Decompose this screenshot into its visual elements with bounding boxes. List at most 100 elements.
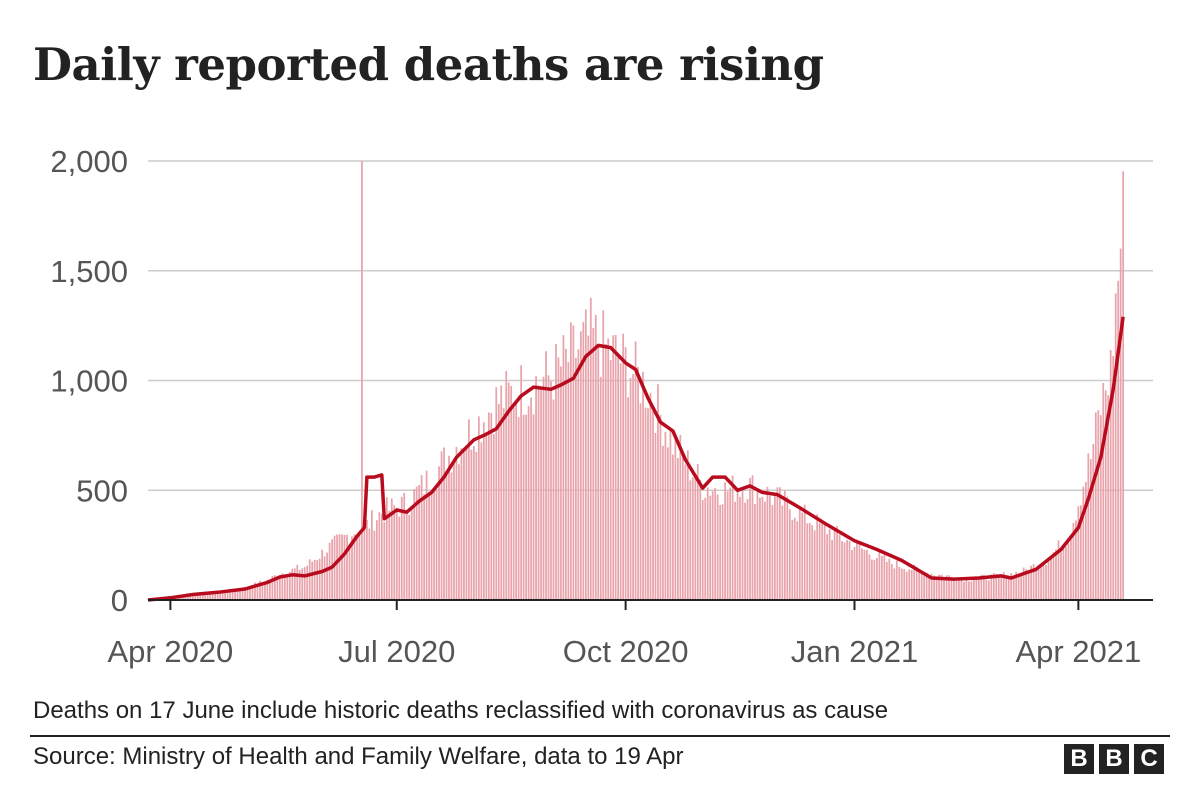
chart-title: Daily reported deaths are rising [33, 38, 824, 91]
bar [276, 577, 279, 600]
bar [358, 531, 361, 600]
bar [1099, 415, 1102, 600]
bar [353, 534, 356, 600]
bar [796, 521, 799, 600]
bar [1065, 546, 1067, 600]
bar [918, 569, 921, 600]
bar [955, 580, 958, 600]
bar [977, 576, 980, 600]
bar [592, 327, 595, 600]
bar [808, 522, 811, 600]
bar [273, 575, 276, 600]
bar [480, 442, 483, 600]
bar [997, 574, 1000, 600]
bar [390, 498, 393, 600]
bar [271, 575, 274, 600]
x-tick-label: Jan 2021 [791, 634, 919, 669]
footnote: Deaths on 17 June include historic death… [33, 697, 889, 724]
bar [788, 509, 791, 600]
bar [201, 592, 204, 600]
bar [505, 371, 508, 600]
bar [577, 349, 580, 600]
bar [619, 363, 622, 600]
bar [908, 569, 911, 600]
bar [1079, 505, 1082, 600]
bar [973, 579, 975, 600]
bar [1032, 564, 1035, 600]
bar [204, 592, 207, 600]
bar [487, 412, 490, 600]
bar [1012, 576, 1015, 600]
bar [468, 419, 470, 600]
bar [853, 546, 856, 600]
bar [321, 549, 324, 600]
bar [259, 580, 261, 600]
bar [1022, 567, 1025, 600]
bar [873, 559, 876, 600]
bar [418, 484, 421, 600]
bar [806, 523, 809, 600]
bar [861, 548, 863, 600]
bar [883, 555, 886, 600]
bar [575, 357, 577, 600]
bar [691, 477, 694, 600]
y-tick-label: 2,000 [50, 144, 128, 179]
bar [582, 322, 585, 600]
bar [298, 570, 301, 600]
bar [1119, 248, 1122, 600]
bar [584, 309, 587, 600]
bar [1077, 506, 1080, 600]
source-text: Source: Ministry of Health and Family We… [33, 743, 684, 770]
bar [987, 580, 990, 600]
bar [1075, 520, 1077, 600]
bar [458, 464, 460, 600]
bar [868, 554, 871, 600]
bar [482, 422, 485, 600]
bar [836, 526, 838, 600]
bar [1102, 382, 1105, 600]
bar [960, 578, 963, 600]
bar [239, 589, 241, 600]
bar [492, 434, 495, 600]
bar [756, 488, 759, 600]
bar [953, 579, 955, 600]
bar [368, 528, 371, 600]
bbc-logo-letter: B [1064, 744, 1094, 774]
bar [617, 357, 620, 600]
bar [485, 435, 488, 600]
bar [900, 568, 903, 600]
bar [206, 593, 209, 600]
bar [923, 575, 926, 600]
bar [1040, 566, 1042, 600]
bar [607, 338, 610, 600]
bar [915, 566, 918, 600]
bar [719, 504, 722, 600]
bar [261, 582, 264, 600]
bar [1015, 571, 1018, 600]
bar [681, 452, 684, 600]
bar [990, 574, 993, 600]
bar [361, 161, 363, 600]
bar [181, 595, 184, 600]
bar [209, 593, 212, 600]
bar [331, 539, 333, 600]
bar [373, 530, 376, 600]
bar [557, 357, 560, 600]
bar [550, 381, 552, 600]
bar [776, 487, 779, 600]
bar [629, 377, 632, 600]
bar [579, 331, 582, 600]
bar [433, 489, 435, 600]
bar [395, 507, 398, 600]
bar [555, 343, 557, 600]
bar [878, 552, 881, 600]
bar [696, 464, 699, 600]
bar [818, 522, 821, 600]
bar [1072, 522, 1075, 600]
bar [754, 504, 756, 600]
bar [599, 376, 602, 600]
bar [1055, 549, 1057, 600]
bar [383, 522, 386, 600]
bar [497, 404, 500, 600]
bar [672, 454, 674, 600]
